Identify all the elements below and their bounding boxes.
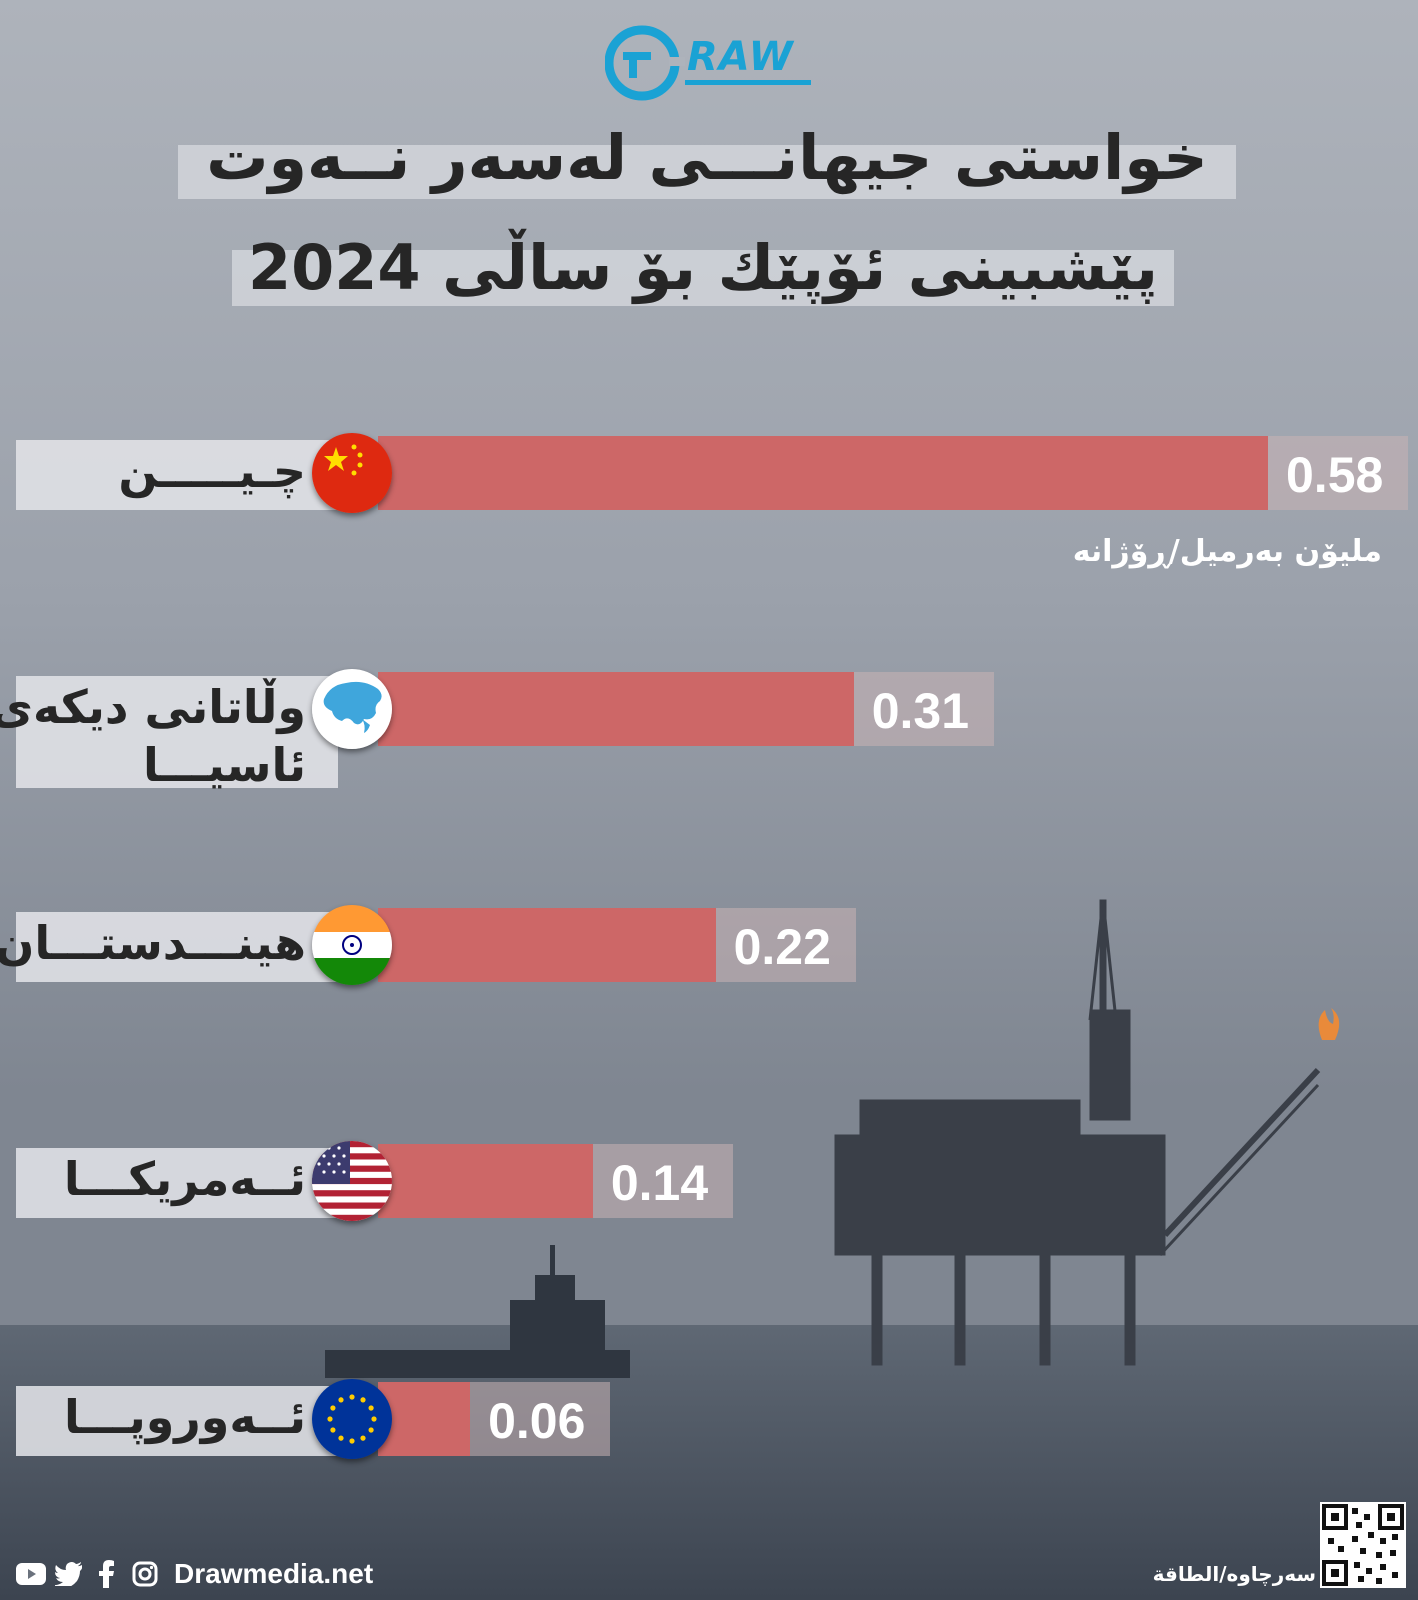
bar (378, 908, 716, 982)
instagram-icon[interactable] (130, 1559, 160, 1589)
category-label-box-line2 (16, 746, 338, 788)
logo-underline (685, 80, 811, 85)
category-label: وڵاتانی دیکەی (0, 680, 306, 734)
draw-logo-mark-icon (604, 25, 685, 101)
asia-map-icon (312, 669, 392, 749)
india-flag-icon (312, 905, 392, 985)
source-label: سەرچاوە/الطاقة (1152, 1562, 1316, 1586)
twitter-icon[interactable] (54, 1559, 84, 1589)
oil-platform (834, 899, 1321, 1366)
category-label-box (16, 676, 346, 746)
chart-title-line1: خواستی جیهانـــی لەسەر نــەوت (206, 121, 1208, 194)
unit-label: مليۆن بەرميل/ڕۆژانە (1072, 534, 1382, 569)
title-line2-background (232, 250, 1174, 306)
youtube-icon[interactable] (16, 1559, 46, 1589)
chart-title-line2: پێشبینی ئۆپێك بۆ ساڵی 2024 (247, 231, 1159, 304)
china-flag-icon (312, 433, 392, 513)
bar (378, 672, 854, 746)
category-label: هینـــدستـــان (0, 916, 306, 970)
bar (378, 1382, 471, 1456)
usa-flag-icon (312, 1141, 392, 1221)
category-label: چـيـــــن (118, 444, 306, 498)
title-line1-background (178, 145, 1236, 199)
footer-social: Drawmedia.net (16, 1554, 373, 1594)
category-label-line2: ئاسیـــا (143, 738, 306, 792)
value-label: 0.22 (733, 919, 831, 975)
bar (378, 436, 1268, 510)
category-label: ئــەوروپـــا (64, 1390, 306, 1444)
value-label: 0.14 (610, 1155, 709, 1211)
facebook-icon[interactable] (92, 1559, 122, 1589)
logo-text: RAW (687, 34, 794, 80)
category-label: ئــەمریکـــا (63, 1152, 306, 1206)
category-label-box (16, 912, 346, 982)
eu-flag-icon (312, 1379, 392, 1459)
category-label-box (16, 440, 346, 510)
website-link[interactable]: Drawmedia.net (174, 1558, 374, 1589)
category-label-box (16, 1148, 346, 1218)
value-label: 0.31 (871, 683, 970, 739)
draw-logo: RAW (604, 24, 825, 102)
value-label: 0.06 (488, 1393, 586, 1449)
bar (378, 1144, 593, 1218)
supply-ship (325, 1245, 630, 1378)
qr-code[interactable] (1320, 1502, 1406, 1588)
category-label-box (16, 1386, 346, 1456)
value-label: 0.58 (1286, 447, 1384, 503)
qr-code-icon (1322, 1504, 1404, 1586)
